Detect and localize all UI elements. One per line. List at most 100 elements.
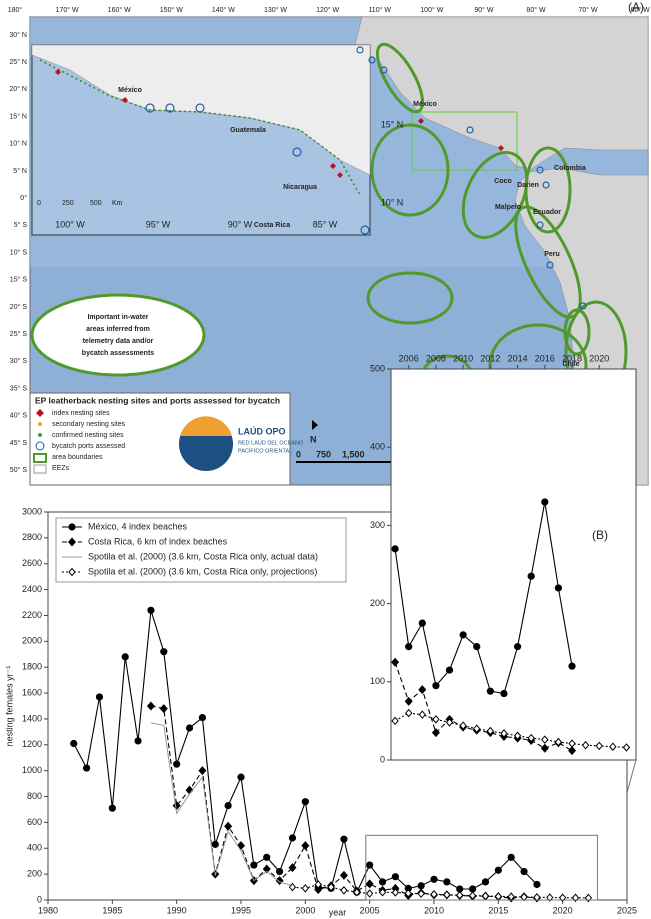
point xyxy=(418,619,426,627)
y-tick-label: 2400 xyxy=(22,584,42,594)
lon-label: 150° W xyxy=(160,6,183,14)
legend-symbol xyxy=(38,422,42,426)
lon-label: 60° W xyxy=(631,6,651,14)
place-label: Darien xyxy=(517,182,539,189)
x-tick-label: 2015 xyxy=(488,905,508,915)
point xyxy=(418,685,427,695)
x-tick-label: 1985 xyxy=(102,905,122,915)
logo xyxy=(180,416,232,436)
point xyxy=(445,718,454,727)
map xyxy=(29,16,649,486)
legend-marker xyxy=(68,523,76,531)
point xyxy=(288,863,297,873)
lon-label: 160° W xyxy=(108,6,131,14)
point xyxy=(456,885,464,893)
x-tick-label: 1990 xyxy=(167,905,187,915)
x-tick-label: 2018 xyxy=(562,353,582,363)
x-tick-label: 2012 xyxy=(480,353,500,363)
point xyxy=(541,735,549,744)
x-tick-label: 2020 xyxy=(553,905,573,915)
place-label: Malpelo xyxy=(495,204,521,211)
point xyxy=(146,701,155,711)
inset-coast xyxy=(39,59,361,196)
inset-scale: 500 xyxy=(90,200,102,207)
y-tick-label: 1000 xyxy=(22,765,42,775)
lat-label: 45° S xyxy=(10,439,28,447)
lon-label: 90° W xyxy=(474,6,494,14)
point xyxy=(468,891,477,900)
legend-marker xyxy=(68,567,76,577)
point xyxy=(288,882,297,892)
lon-label: 100° W xyxy=(420,6,443,14)
point xyxy=(500,729,508,738)
inset-scale: 250 xyxy=(62,200,74,207)
legend-title: EP leatherback nesting sites and ports a… xyxy=(35,395,280,405)
point xyxy=(237,773,245,781)
point xyxy=(134,737,142,745)
x-tick-label: 2010 xyxy=(424,905,444,915)
y-tick-label: 2200 xyxy=(22,610,42,620)
y-tick-label: 1200 xyxy=(22,739,42,749)
lon-label: 80° W xyxy=(526,6,546,14)
legend-label: México, 4 index beaches xyxy=(88,521,188,531)
legend-label: Spotila et al. (2000) (3.6 km, Costa Ric… xyxy=(88,551,318,561)
y-tick-label: 100 xyxy=(370,676,385,686)
point xyxy=(507,853,515,861)
x-tick-label: 2006 xyxy=(399,353,419,363)
legend-item: area boundaries xyxy=(52,454,103,461)
point xyxy=(432,682,440,690)
point xyxy=(198,766,207,776)
legend-box xyxy=(55,517,347,583)
legend-item: bycatch ports assessed xyxy=(52,443,125,450)
lon-label: 130° W xyxy=(264,6,287,14)
point xyxy=(520,867,528,876)
legend-item: EEZs xyxy=(52,465,70,472)
lon-label: 180° xyxy=(8,6,23,14)
scale-label: 1,500 xyxy=(342,449,365,459)
lat-label: 15° S xyxy=(10,276,28,284)
legend-label: Spotila et al. (2000) (3.6 km, Costa Ric… xyxy=(88,566,317,576)
inset-lon: 85° W xyxy=(313,219,338,229)
point xyxy=(250,861,258,869)
lat-label: 20° N xyxy=(9,85,27,93)
point xyxy=(430,890,438,899)
area-ellipse xyxy=(375,42,425,114)
legend-box xyxy=(29,392,291,486)
point xyxy=(391,888,400,897)
point xyxy=(568,662,576,670)
point xyxy=(391,545,399,553)
lat-label: 40° S xyxy=(10,412,28,420)
point xyxy=(404,696,413,706)
point xyxy=(404,889,412,898)
point xyxy=(568,746,577,756)
inset-lon: 95° W xyxy=(146,219,171,229)
plot-frame xyxy=(390,368,637,761)
point xyxy=(378,878,387,886)
lat-label: 30° S xyxy=(10,357,28,365)
point xyxy=(513,731,522,741)
point xyxy=(473,724,481,733)
lon-label: 170° W xyxy=(56,6,79,14)
point xyxy=(391,657,400,667)
inset-place: México xyxy=(118,87,142,94)
ports xyxy=(145,46,587,392)
legend-symbol xyxy=(33,453,47,463)
point xyxy=(340,835,348,843)
point xyxy=(211,840,219,848)
note-text: areas inferred from xyxy=(86,326,150,333)
lat-label: 20° S xyxy=(10,303,28,311)
point xyxy=(584,893,593,903)
point xyxy=(445,666,454,674)
y-tick-label: 800 xyxy=(27,791,42,801)
y-tick-label: 1400 xyxy=(22,713,42,723)
lat-label: 50° S xyxy=(10,466,28,474)
point xyxy=(405,708,413,718)
legend-marker xyxy=(68,537,76,547)
point xyxy=(172,801,181,811)
point xyxy=(417,882,425,890)
lon-label: 120° W xyxy=(316,6,339,14)
y-tick-label: 600 xyxy=(27,817,42,827)
point xyxy=(443,878,451,886)
place-label: Coco xyxy=(494,178,512,185)
